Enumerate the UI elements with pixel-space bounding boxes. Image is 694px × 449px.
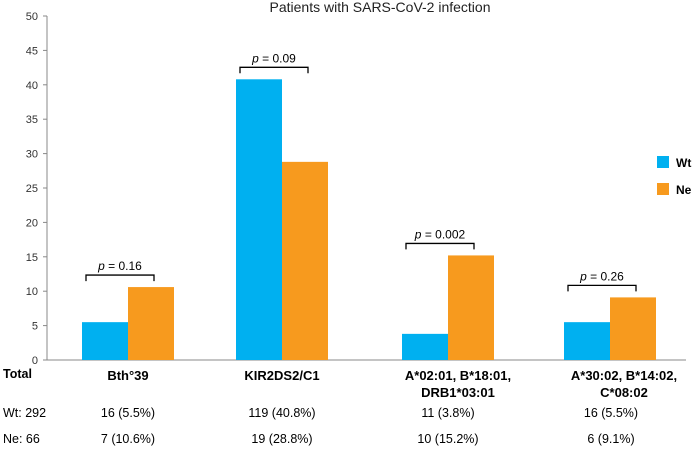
bar-wt-2 [236,79,282,361]
p-value-label: p = 0.09 [251,51,296,65]
bar-ne-4 [610,297,656,360]
category-label-line: C*08:02 [600,385,648,400]
category-label-line: A*30:02, B*14:02, [570,368,678,383]
table-cell: 16 (5.5%) [583,406,639,420]
p-value-bracket [405,242,475,250]
table-cell: 119 (40.8%) [248,406,316,420]
p-value-label: p = 0.16 [97,259,142,273]
category-label: A*02:01, B*18:01, DRB1*03:01 [378,367,538,401]
chart-title: Patients with SARS-CoV-2 infection [270,0,491,15]
legend-label-wt: Wt [676,156,691,170]
category-label-line: A*02:01, B*18:01, [404,368,512,383]
y-tick-label: 50 [26,11,38,23]
y-tick-label: 5 [32,321,38,333]
y-tick-label: 45 [26,45,38,57]
table-cell: 10 (15.2%) [417,432,479,446]
table-row-label: Wt: 292 [3,406,47,420]
table-cell: 11 (3.8%) [421,406,475,420]
bar-wt-3 [402,333,448,360]
category-label-line: DRB1*03:01 [421,385,495,400]
y-tick-label: 30 [26,149,38,161]
y-tick-label: 10 [26,286,38,298]
table-cell: 19 (28.8%) [251,432,313,446]
bars [82,79,656,361]
bar-ne-1 [128,287,174,360]
y-tick-label: 25 [26,183,38,195]
bar-wt-1 [82,322,128,360]
p-value-annotations: p = 0.16 p = 0.09 p = 0.002 p = 0.26 [85,51,637,292]
table-cell: 6 (9.1%) [587,432,635,446]
p-value-bracket [85,274,155,282]
legend: Wt Ne [657,156,692,197]
p-value-bracket [239,66,309,74]
y-tick-label: 40 [26,80,38,92]
bar-wt-4 [564,322,610,360]
category-label: KIR2DS2/C1 [202,367,362,384]
table-cell: 7 (10.6%) [100,432,156,446]
legend-swatch-wt [657,156,669,168]
bar-ne-2 [282,161,328,360]
legend-label-ne: Ne [676,183,692,197]
category-label: Bth°39 [48,367,208,384]
table-row-label: Ne: 66 [3,432,40,446]
total-header: Total [3,367,32,381]
category-label: A*30:02, B*14:02, C*08:02 [544,367,694,401]
y-tick-label: 15 [26,252,38,264]
bar-ne-3 [448,255,494,360]
y-tick-label: 0 [32,355,38,367]
p-value-label: p = 0.002 [414,227,466,241]
y-tick-label: 20 [26,217,38,229]
p-value-bracket [567,284,637,292]
legend-swatch-ne [657,183,669,195]
y-tick-label: 35 [26,114,38,126]
p-value-label: p = 0.26 [579,269,624,283]
category-label-line: Bth°39 [107,368,149,383]
table-cell: 16 (5.5%) [100,406,156,420]
y-axis: 0 5 10 15 20 25 30 35 40 45 50 [26,11,686,367]
category-label-line: KIR2DS2/C1 [244,368,320,383]
